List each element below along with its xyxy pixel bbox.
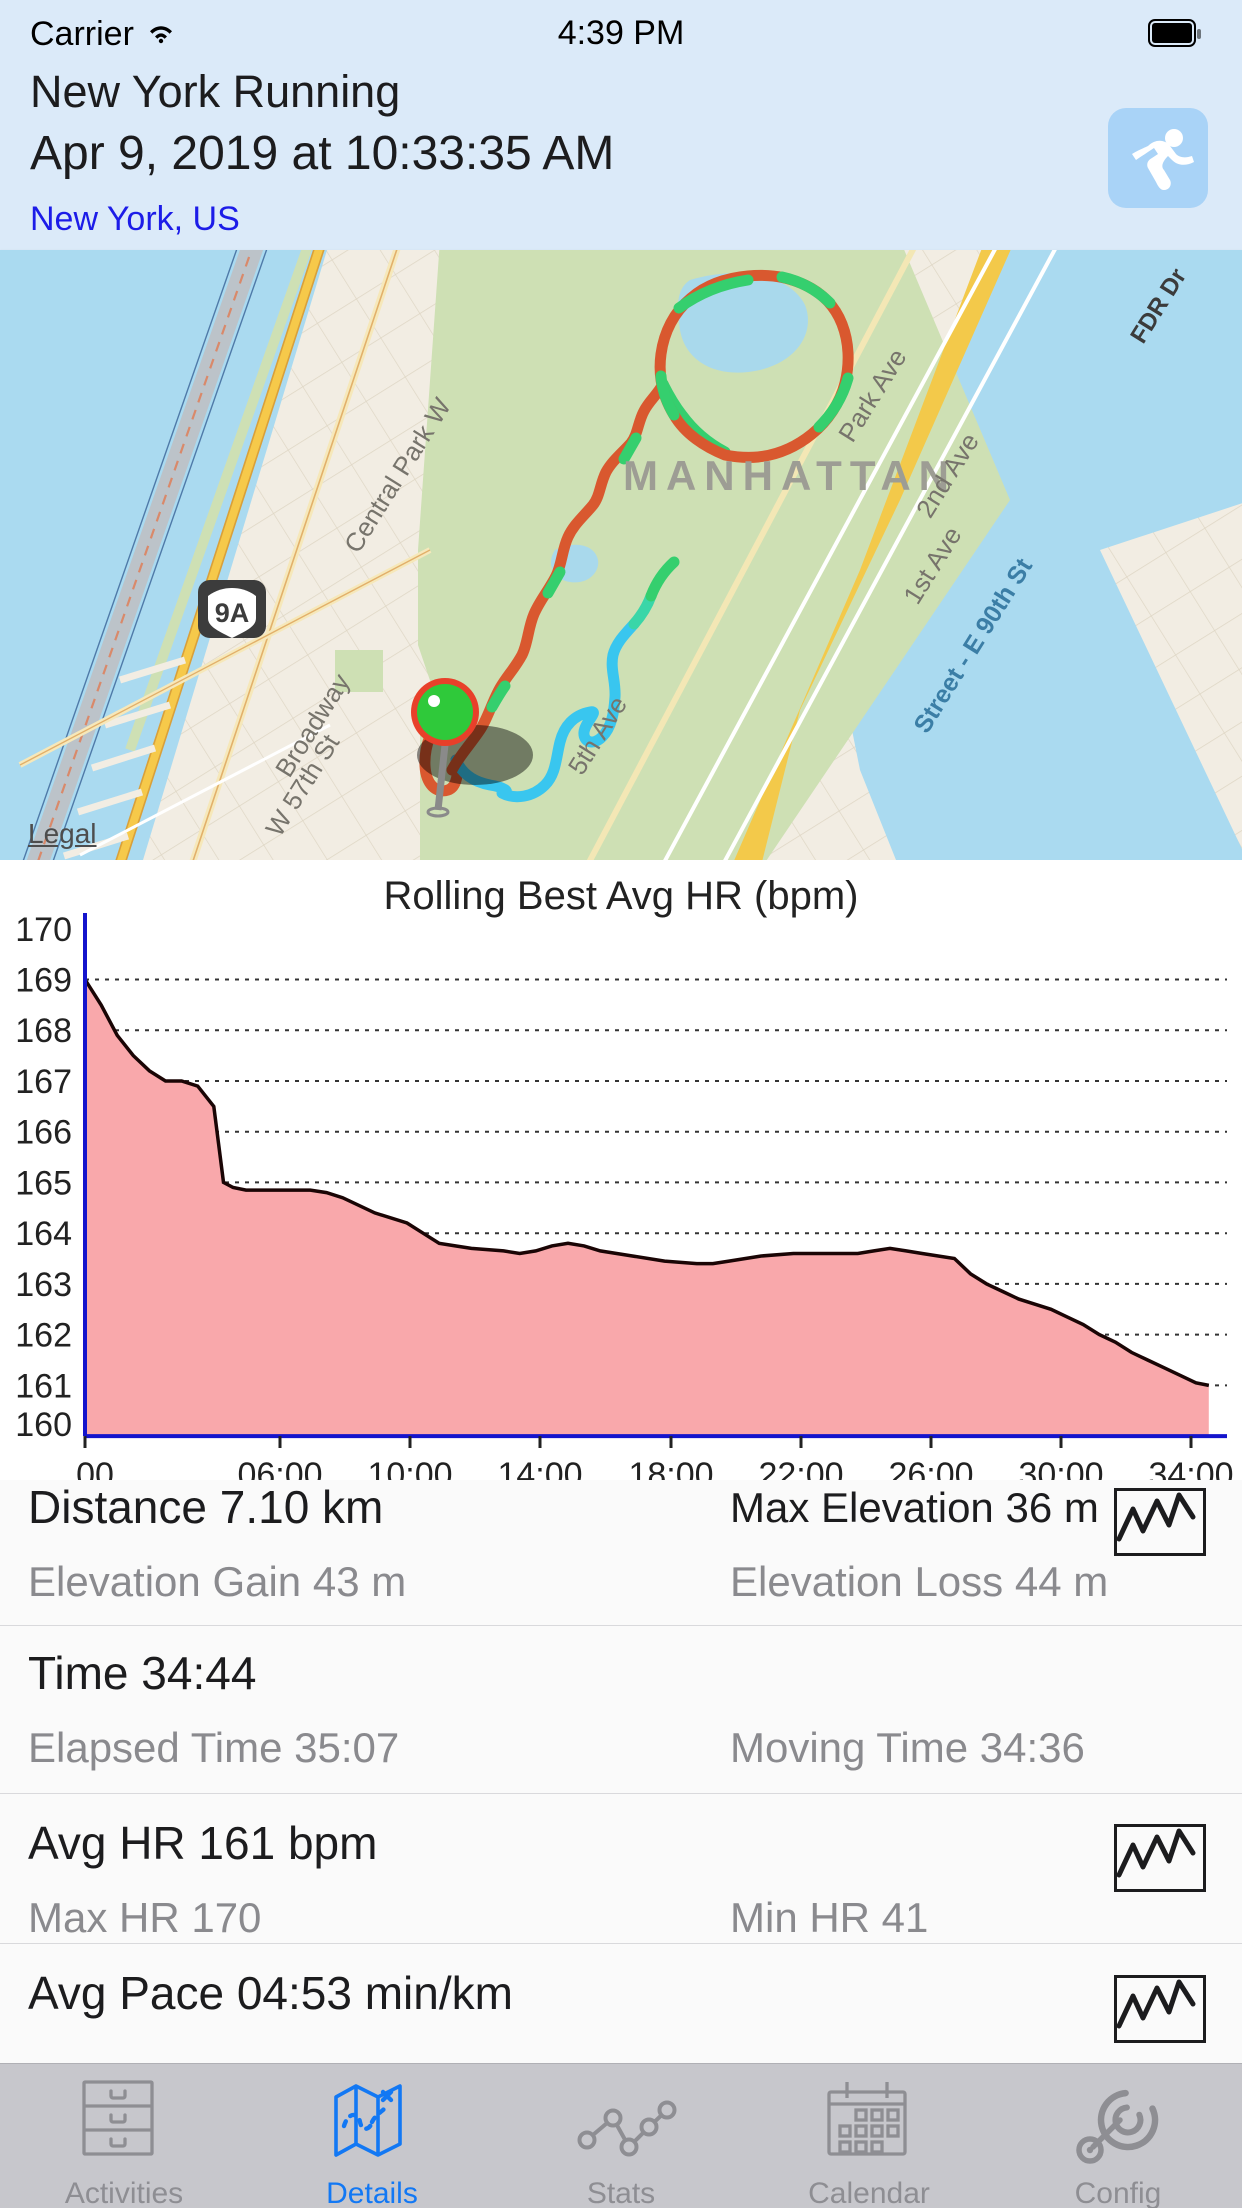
svg-text:163: 163 <box>15 1266 72 1304</box>
svg-text:162: 162 <box>15 1317 72 1355</box>
svg-text:9A: 9A <box>215 598 250 628</box>
svg-text:164: 164 <box>15 1215 72 1253</box>
svg-text:169: 169 <box>15 962 72 1000</box>
svg-text:166: 166 <box>15 1114 72 1152</box>
svg-text:MANHATTAN: MANHATTAN <box>623 452 957 499</box>
svg-text:168: 168 <box>15 1012 72 1050</box>
svg-text:161: 161 <box>15 1367 72 1405</box>
svg-text:170: 170 <box>15 911 72 949</box>
svg-text:167: 167 <box>15 1063 72 1101</box>
svg-text:165: 165 <box>15 1164 72 1202</box>
svg-text:160: 160 <box>15 1406 72 1444</box>
